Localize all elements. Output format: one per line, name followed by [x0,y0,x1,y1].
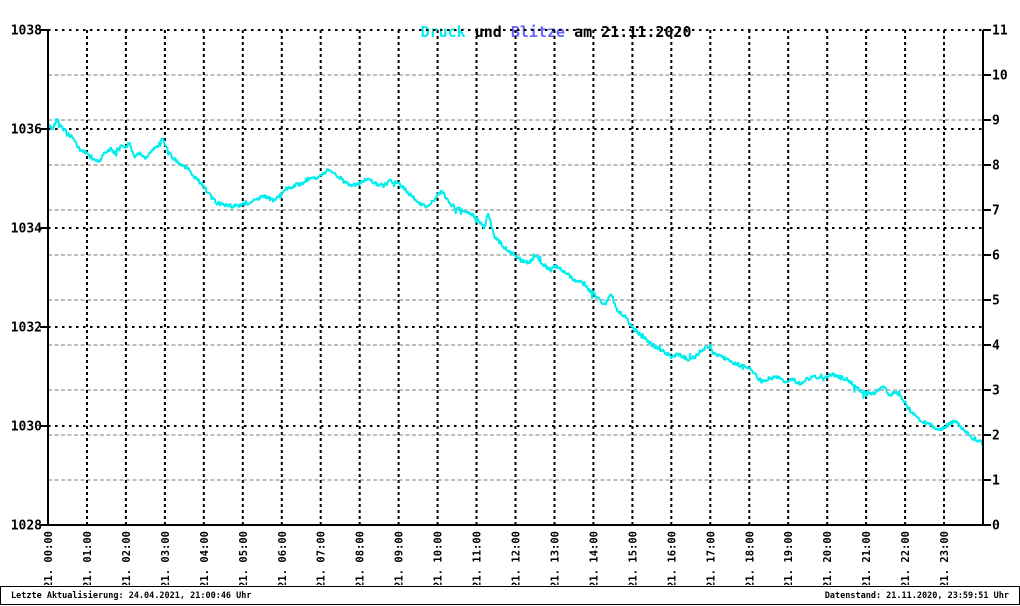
x-tick-label: 21. 04:00 [199,531,211,585]
title-conjunction: und [474,23,511,41]
y-right-tick-label: 6 [992,249,1000,264]
title-series-pressure: Druck [420,23,475,41]
y-left-tick-label: 1032 [11,321,42,336]
x-tick-label: 21. 21:00 [861,531,873,585]
x-tick-label: 21. 09:00 [394,531,406,585]
y-right-tick-label: 10 [992,69,1008,84]
x-tick-label: 21. 02:00 [121,531,133,585]
last-update-text: Letzte Aktualisierung: 24.04.2021, 21:00… [11,590,252,601]
y-left-tick-label: 1036 [11,123,42,138]
x-tick-label: 21. 15:00 [627,531,639,585]
x-tick-label: 21. 11:00 [472,531,484,585]
y-right-tick-label: 0 [992,519,1000,534]
y-right-tick-label: 11 [992,24,1008,39]
x-tick-label: 21. 06:00 [277,531,289,585]
x-tick-label: 21. 00:00 [43,531,55,585]
x-tick-label: 21. 13:00 [550,531,562,585]
x-tick-label: 21. 08:00 [355,531,367,585]
x-tick-labels: 21. 00:00 21. 01:00 21. 02:00 21. 03:00 21. … [43,531,951,585]
y-left-tick-labels: 1038 1036 1034 1032 1030 1028 [11,24,42,534]
x-tick-label: 21. 20:00 [822,531,834,585]
y-left-tick-label: 1030 [11,420,42,435]
data-timestamp-text: Datenstand: 21.11.2020, 23:59:51 Uhr [824,590,1009,601]
status-bar: Letzte Aktualisierung: 24.04.2021, 21:00… [0,586,1020,605]
x-tick-label: 21. 14:00 [588,531,600,585]
x-tick-label: 21. 19:00 [783,531,795,585]
y-right-tick-label: 5 [992,294,1000,309]
chart-title: Druck und Blitze am 21.11.2020 [403,5,692,41]
x-tick-label: 21. 07:00 [316,531,328,585]
y-right-tick-label: 2 [992,429,1000,444]
gridlines-vertical [86,30,945,525]
x-tick-label: 21. 22:00 [900,531,912,585]
x-tick-label: 21. 01:00 [82,531,94,585]
x-tick-label: 21. 12:00 [511,531,523,585]
y-right-tick-label: 4 [992,339,1000,354]
x-tick-label: 21. 03:00 [160,531,172,585]
plot-area: 1038103610341032103010281110987654321021… [11,24,1008,586]
y-right-tick-label: 8 [992,159,1000,174]
y-left-tick-label: 1038 [11,24,42,39]
y-right-tick-label: 3 [992,384,1000,399]
plot-border [40,30,984,526]
pressure-curve [47,118,984,446]
x-tick-label: 21. 17:00 [705,531,717,585]
x-tick-label: 21. 05:00 [238,531,250,585]
y-right-tick-label: 1 [992,474,1000,489]
x-tick-label: 21. 16:00 [666,531,678,585]
title-date: am 21.11.2020 [574,23,692,41]
y-right-tick-label: 7 [992,204,1000,219]
y-right-tick-label: 9 [992,114,1000,129]
x-tick-label: 21. 23:00 [939,531,951,585]
y-left-tick-label: 1034 [11,222,42,237]
x-tick-label: 21. 18:00 [744,531,756,585]
axis-ticks [40,29,991,526]
x-tick-label: 21. 10:00 [433,531,445,585]
y-left-tick-label: 1028 [11,519,42,534]
title-series-lightning: Blitze [510,23,575,41]
